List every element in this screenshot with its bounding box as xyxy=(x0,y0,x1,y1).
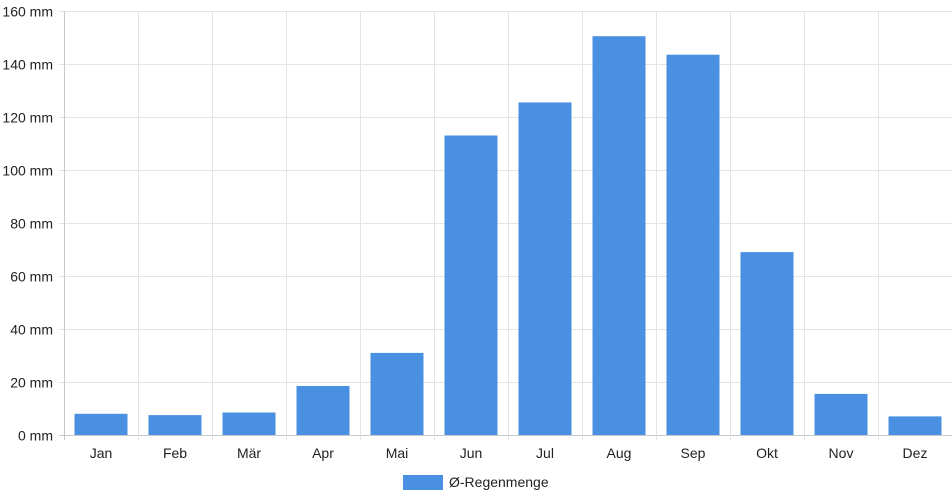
x-tick-label: Jun xyxy=(460,445,483,461)
y-tick-label: 60 mm xyxy=(10,269,53,285)
y-tick-label: 0 mm xyxy=(18,428,53,444)
x-tick-label: Dez xyxy=(903,445,928,461)
x-tick-label: Jan xyxy=(90,445,113,461)
y-tick-label: 40 mm xyxy=(10,322,53,338)
x-tick-label: Mär xyxy=(237,445,261,461)
y-tick-label: 20 mm xyxy=(10,375,53,391)
bar-jun[interactable] xyxy=(444,135,498,436)
x-tick-label: Feb xyxy=(163,445,187,461)
bar-dez[interactable] xyxy=(888,416,942,435)
legend-swatch[interactable] xyxy=(403,475,443,490)
bar-nov[interactable] xyxy=(814,393,868,435)
bar-sep[interactable] xyxy=(666,54,720,435)
bar-feb[interactable] xyxy=(148,415,202,435)
x-tick-label: Jul xyxy=(536,445,554,461)
bar-apr[interactable] xyxy=(296,386,350,435)
bar-mai[interactable] xyxy=(370,352,424,435)
bar-jan[interactable] xyxy=(74,413,128,435)
x-tick-label: Aug xyxy=(607,445,632,461)
x-tick-label: Sep xyxy=(681,445,706,461)
bar-jul[interactable] xyxy=(518,102,572,436)
y-tick-label: 120 mm xyxy=(2,110,53,126)
y-tick-label: 100 mm xyxy=(2,163,53,179)
y-tick-label: 80 mm xyxy=(10,216,53,232)
x-tick-label: Mai xyxy=(386,445,409,461)
legend[interactable]: Ø-Regenmenge xyxy=(403,474,549,490)
bar-mär[interactable] xyxy=(222,412,276,436)
x-tick-label: Okt xyxy=(756,445,778,461)
bar-okt[interactable] xyxy=(740,252,794,435)
y-axis-tick-labels: 0 mm 20 mm 40 mm 60 mm 80 mm 100 mm 120 mm 140 … xyxy=(2,4,53,444)
bars xyxy=(74,36,942,436)
legend-label[interactable]: Ø-Regenmenge xyxy=(449,474,549,490)
y-tick-label: 160 mm xyxy=(2,4,53,20)
x-tick-label: Apr xyxy=(312,445,334,461)
bar-aug[interactable] xyxy=(592,36,646,435)
grid-lines xyxy=(59,11,952,440)
x-axis-tick-labels: Jan Feb Mär Apr Mai Jun Jul Aug Sep Okt Nov Dez xyxy=(90,445,928,461)
x-tick-label: Nov xyxy=(829,445,854,461)
y-tick-label: 140 mm xyxy=(2,57,53,73)
